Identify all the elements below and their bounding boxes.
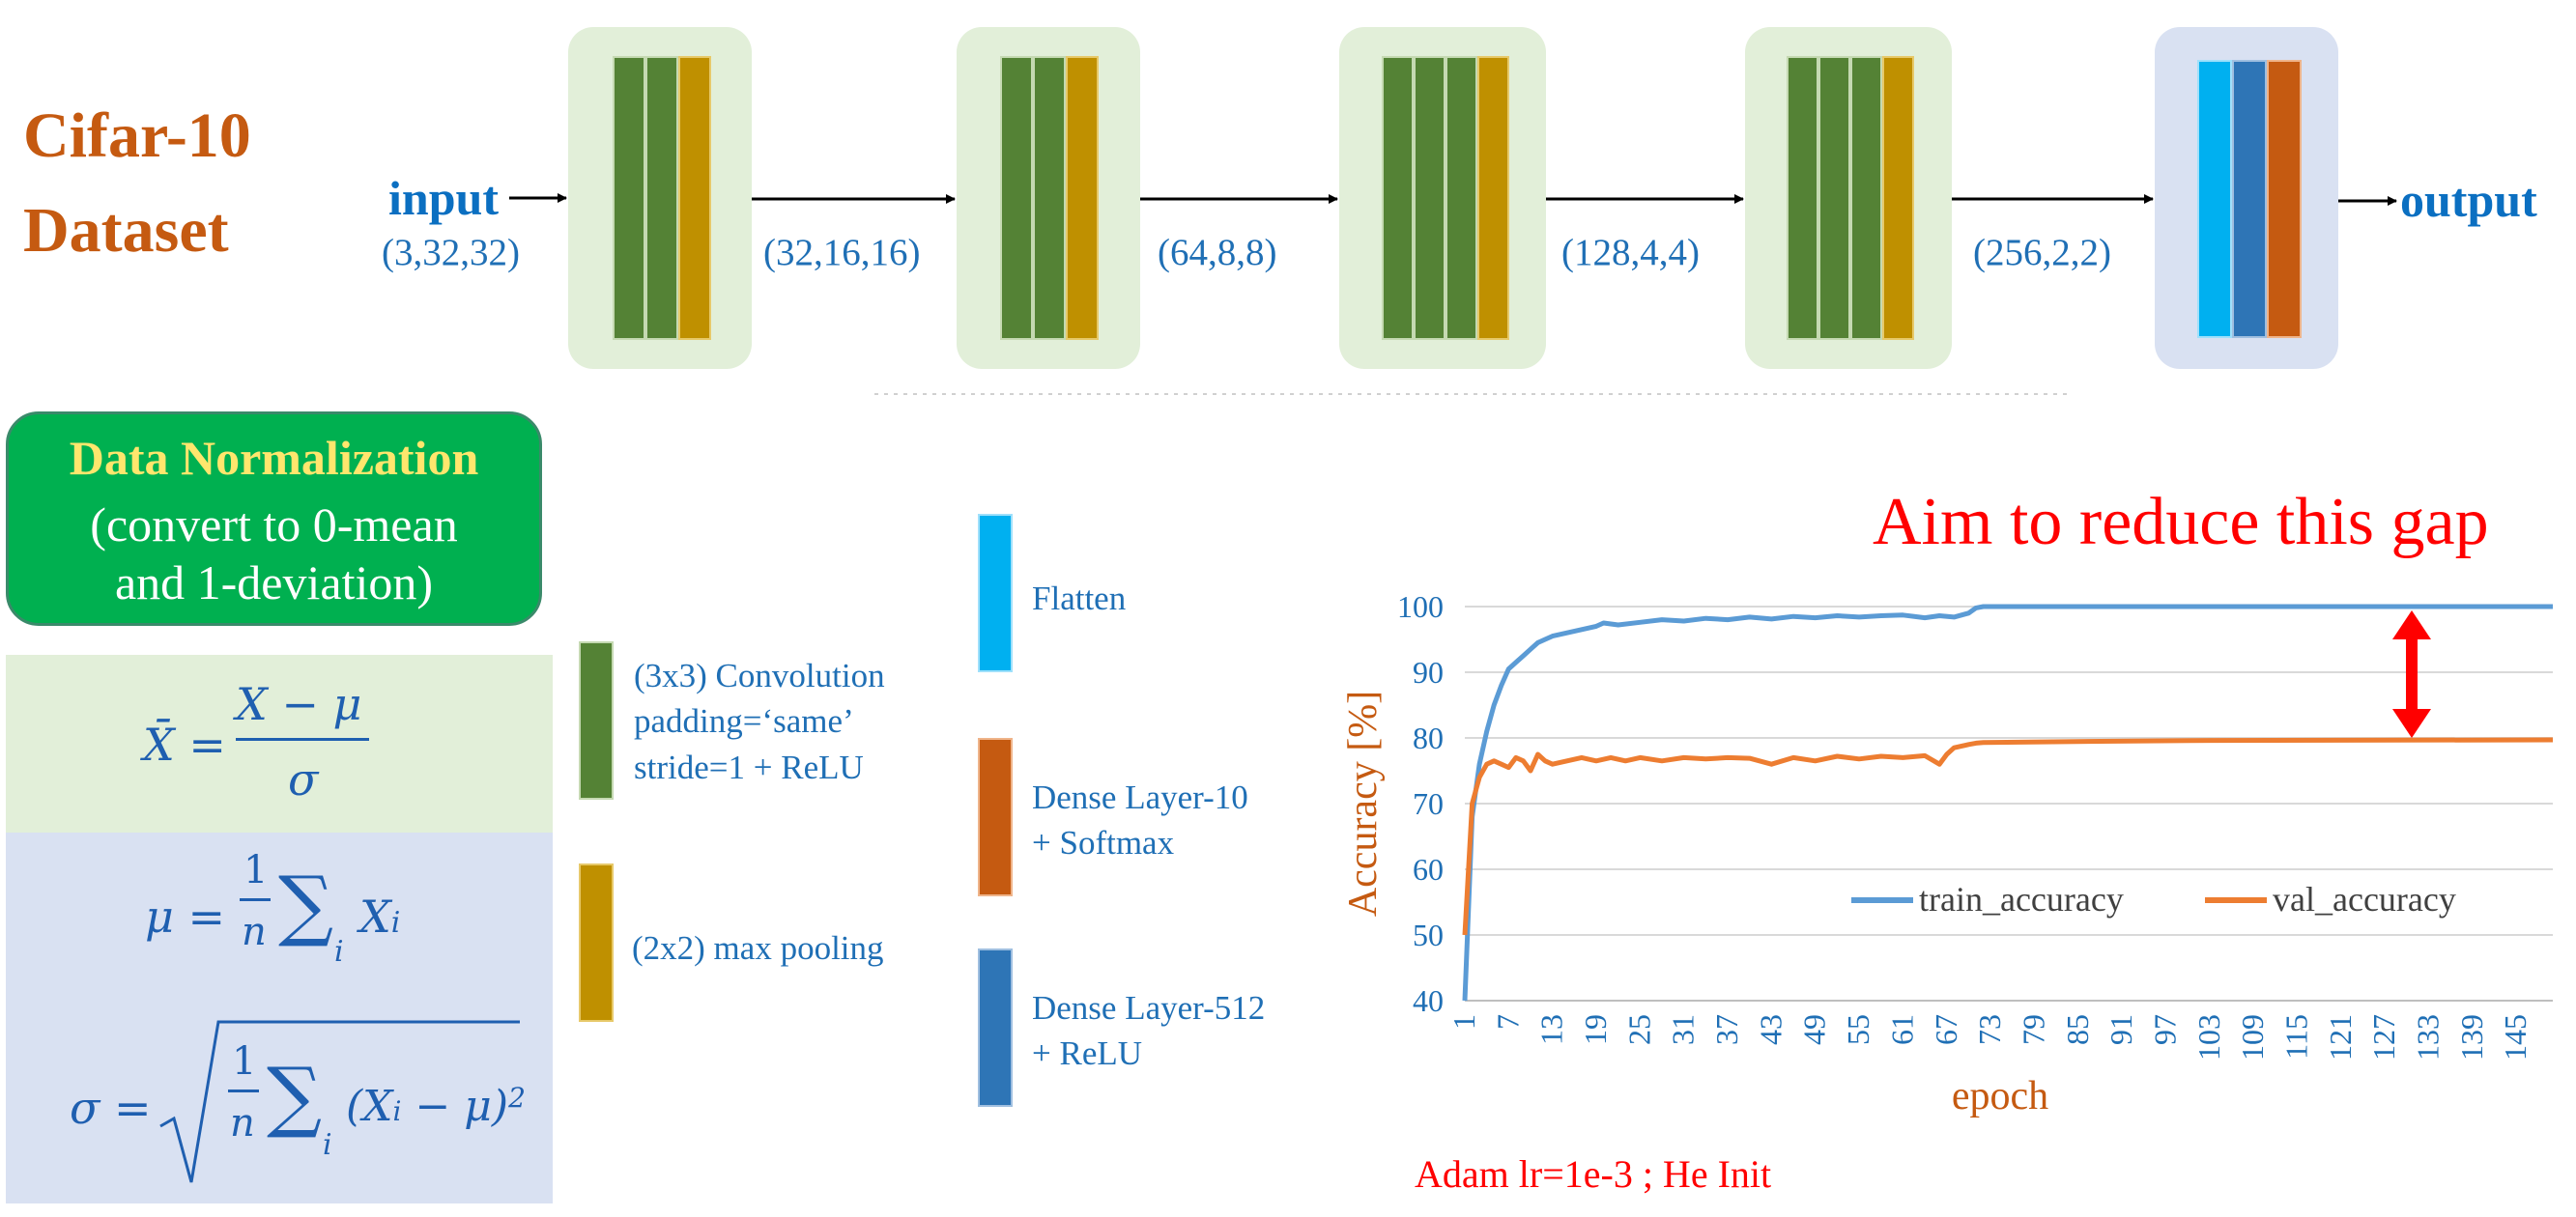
x-tick-label: 7: [1490, 1014, 1525, 1030]
conv-layer-bar: [1414, 56, 1445, 340]
conv-block-1: [568, 27, 752, 369]
conv-layer-bar: [1818, 56, 1850, 340]
legend-dense512-text: Dense Layer-512 + ReLU: [1032, 989, 1266, 1073]
dense-10-layer-bar: [2267, 60, 2302, 338]
x-tick-label: 49: [1797, 1014, 1832, 1045]
gap-arrow-head-top: [2392, 610, 2431, 639]
dataset-title-line1: Cifar-10: [23, 100, 251, 171]
x-tick-label: 43: [1753, 1014, 1788, 1045]
input-label: input: [388, 171, 499, 225]
legend-pool-text: (2x2) max pooling: [632, 929, 884, 967]
normalization-subtitle-line1: (convert to 0-mean: [90, 497, 458, 552]
x-tick-label: 61: [1884, 1014, 1919, 1045]
optimizer-footnote: Adam lr=1e-3 ; He Init: [1415, 1152, 1772, 1196]
series-line-val-accuracy: [1462, 737, 2554, 936]
pool-layer-bar: [1066, 56, 1099, 340]
legend-label-val-accuracy: val_accuracy: [2273, 880, 2456, 919]
output-label: output: [2400, 173, 2537, 227]
normalization-card: Data Normalization (convert to 0-mean an…: [6, 411, 542, 626]
legend-label-train-accuracy: train_accuracy: [1919, 880, 2124, 919]
dense-block: [2155, 27, 2338, 369]
conv-layer-bar: [613, 56, 645, 340]
x-tick-label: 97: [2147, 1014, 2182, 1045]
legend-dense512-swatch: [978, 948, 1013, 1107]
conv-layer-bar: [1850, 56, 1882, 340]
y-axis-title: Accuracy [%]: [1341, 691, 1386, 917]
x-tick-label: 37: [1709, 1014, 1744, 1045]
x-tick-label: 127: [2366, 1014, 2401, 1061]
normalization-title: Data Normalization: [69, 431, 479, 485]
x-tick-label: 1: [1446, 1014, 1481, 1030]
conv-layer-bar: [1445, 56, 1477, 340]
y-tick-label: 60: [1413, 852, 1444, 887]
xbar-formula: X̄ = X − μ σ: [143, 678, 375, 806]
y-tick-label: 50: [1413, 918, 1444, 952]
x-tick-label: 55: [1841, 1014, 1875, 1045]
series-line-train-accuracy: [1462, 604, 2553, 1002]
x-tick-label: 13: [1534, 1014, 1569, 1045]
x-tick-label: 91: [2104, 1014, 2138, 1045]
gap-annotation: Aim to reduce this gap: [1873, 485, 2489, 559]
legend-conv-swatch: [579, 641, 614, 800]
y-tick-label: 80: [1413, 721, 1444, 755]
dense-512-layer-bar: [2232, 60, 2267, 338]
legend-pool-swatch: [579, 863, 614, 1022]
input-shape: (3,32,32): [382, 232, 520, 273]
conv-layer-bar: [1033, 56, 1066, 340]
x-tick-label: 109: [2235, 1014, 2270, 1061]
conv-layer-bar: [1787, 56, 1818, 340]
stats-formula-panel: [6, 833, 553, 1203]
x-tick-label: 139: [2454, 1014, 2489, 1061]
shape-label-2: (64,8,8): [1158, 232, 1277, 273]
x-tick-label: 133: [2411, 1014, 2446, 1061]
legend-dense10-text: Dense Layer-10 + Softmax: [1032, 778, 1248, 863]
conv-block-3: [1339, 27, 1546, 369]
shape-label-4: (256,2,2): [1973, 232, 2111, 273]
y-tick-label: 40: [1413, 983, 1444, 1018]
x-tick-label: 19: [1578, 1014, 1613, 1045]
gap-arrow-head-bottom: [2392, 709, 2431, 739]
x-tick-label: 25: [1621, 1014, 1656, 1045]
normalization-subtitle-line2: and 1-deviation): [114, 555, 434, 609]
x-tick-label: 115: [2279, 1014, 2314, 1060]
pool-layer-bar: [1882, 56, 1914, 340]
y-tick-label: 70: [1413, 786, 1444, 821]
x-tick-label: 121: [2323, 1014, 2358, 1061]
conv-block-2: [957, 27, 1140, 369]
legend-flatten-swatch: [978, 514, 1013, 672]
x-tick-label: 103: [2191, 1014, 2226, 1061]
conv-layer-bar: [1000, 56, 1033, 340]
x-tick-label: 85: [2060, 1014, 2095, 1045]
mu-formula: μ = 1 n ∑ i Xi: [145, 848, 401, 969]
x-tick-label: 31: [1666, 1014, 1701, 1045]
x-tick-label: 79: [2016, 1014, 2050, 1045]
xbar-formula-panel: [6, 655, 553, 833]
x-tick-label: 73: [1972, 1014, 2007, 1045]
conv-layer-bar: [645, 56, 678, 340]
dataset-title-line2: Dataset: [23, 195, 229, 266]
pool-layer-bar: [1477, 56, 1509, 340]
pipeline-arrows: [509, 193, 2397, 395]
legend-dense10-swatch: [978, 738, 1013, 896]
sigma-formula: σ = 1 n ∑ i (Xi − μ)2: [70, 1014, 533, 1198]
shape-label-1: (32,16,16): [763, 232, 921, 273]
pool-layer-bar: [678, 56, 711, 340]
y-tick-label: 90: [1413, 655, 1444, 690]
shape-label-3: (128,4,4): [1561, 232, 1700, 273]
legend-flatten-text: Flatten: [1032, 580, 1127, 617]
legend-conv-text: (3x3) Convolution padding=‘same’ stride=…: [634, 657, 885, 786]
y-tick-label: 100: [1397, 589, 1444, 624]
flatten-layer-bar: [2197, 60, 2232, 338]
conv-layer-bar: [1382, 56, 1414, 340]
conv-block-4: [1745, 27, 1952, 369]
x-tick-label: 67: [1929, 1014, 1963, 1045]
x-axis-title: epoch: [1952, 1074, 2048, 1118]
x-tick-label: 145: [2498, 1014, 2533, 1061]
